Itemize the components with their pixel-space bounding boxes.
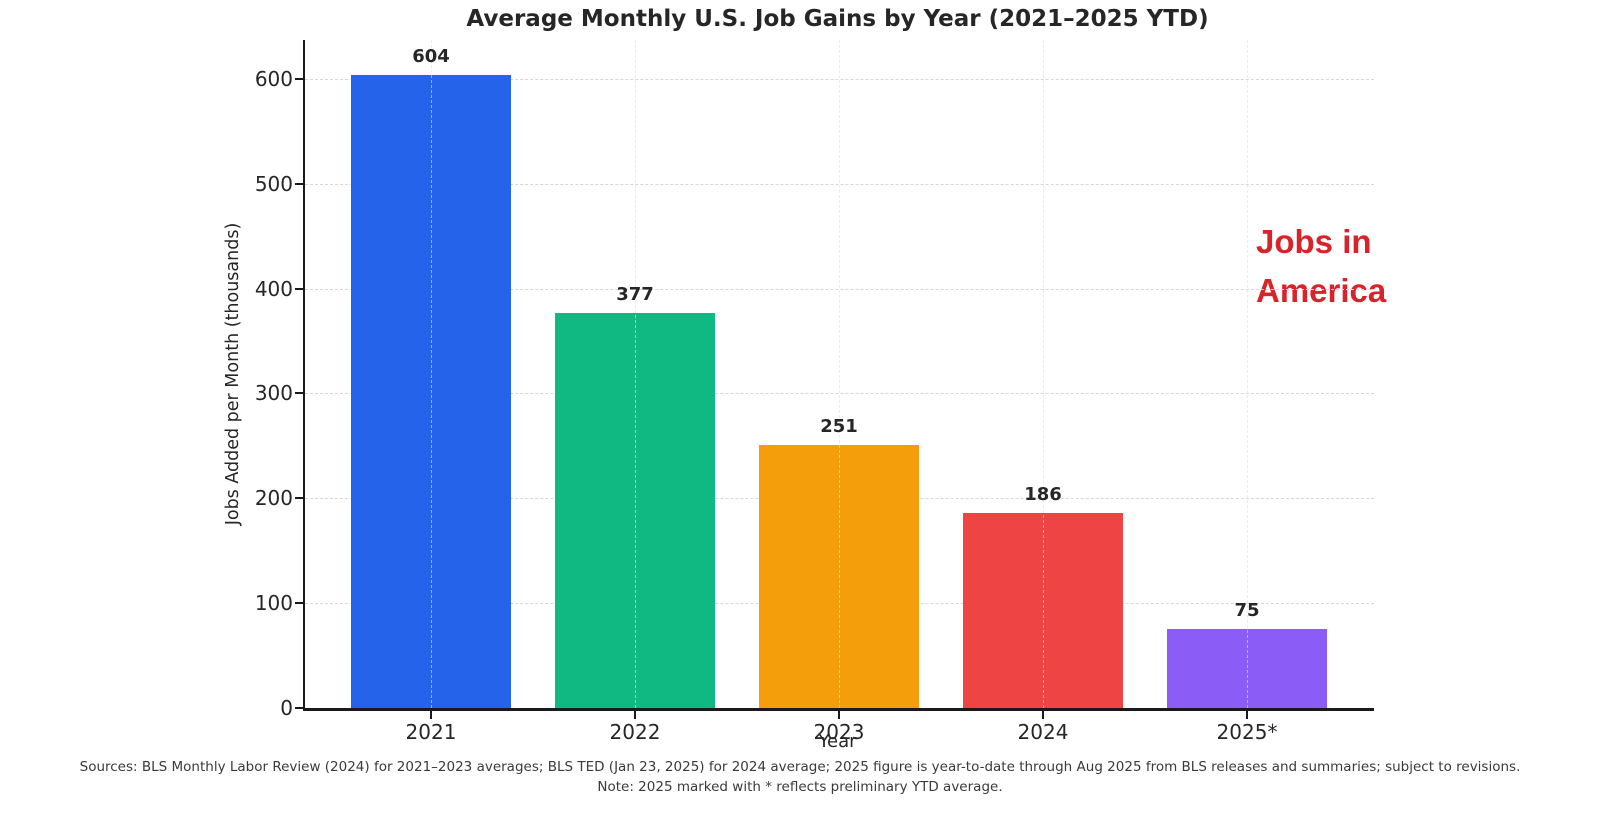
x-tick-mark [838,711,840,719]
bar-value-label: 186 [1024,483,1062,505]
y-tick-mark [295,77,304,80]
y-tick-mark [295,182,304,185]
watermark-line-1: Jobs in [1256,223,1372,260]
y-tick-label: 400 [254,276,293,301]
y-tick-label: 100 [254,591,293,616]
y-tick-mark [295,287,304,290]
note-footnote: Note: 2025 marked with * reflects prelim… [597,779,1003,795]
y-tick-label: 0 [280,696,293,720]
bar-value-label: 377 [616,283,654,305]
y-tick-mark [295,602,304,605]
x-tick-label: 2021 [405,720,457,744]
chart-title: Average Monthly U.S. Job Gains by Year (… [466,6,1209,32]
bar-value-label: 75 [1234,600,1260,622]
v-gridline-overlay [431,40,432,708]
y-tick-label: 500 [254,171,293,196]
x-tick-label: 2023 [813,720,865,744]
y-tick-label: 300 [254,381,293,406]
x-axis-title: Year [818,731,857,752]
bar-value-label: 604 [412,45,450,67]
y-tick-mark [295,707,304,709]
source-footnote: Sources: BLS Monthly Labor Review (2024)… [79,759,1521,775]
y-tick-mark [295,392,304,395]
x-tick-mark [1246,711,1248,719]
x-tick-mark [430,711,432,719]
bar-value-label: 251 [820,415,858,437]
y-tick-label: 200 [254,486,293,511]
v-gridline-overlay [1043,40,1044,708]
v-gridline-overlay [839,40,840,708]
x-tick-label: 2025* [1216,720,1278,744]
x-tick-mark [1042,711,1044,719]
x-tick-label: 2024 [1017,720,1069,744]
y-tick-label: 600 [254,66,293,91]
x-tick-mark [634,711,636,719]
watermark-jobs-in-america: Jobs in America [1256,217,1386,315]
plot-area: 0 100 200 300 400 500 600 604 2021 377 2022 251 2023… [255,40,1374,744]
v-gridline-overlay [1247,40,1248,708]
watermark-line-2: America [1256,272,1387,309]
y-axis-title: Jobs Added per Month (thousands) [223,222,243,526]
x-tick-label: 2022 [609,720,661,744]
v-gridline-overlay [635,40,636,708]
y-tick-mark [295,497,304,500]
